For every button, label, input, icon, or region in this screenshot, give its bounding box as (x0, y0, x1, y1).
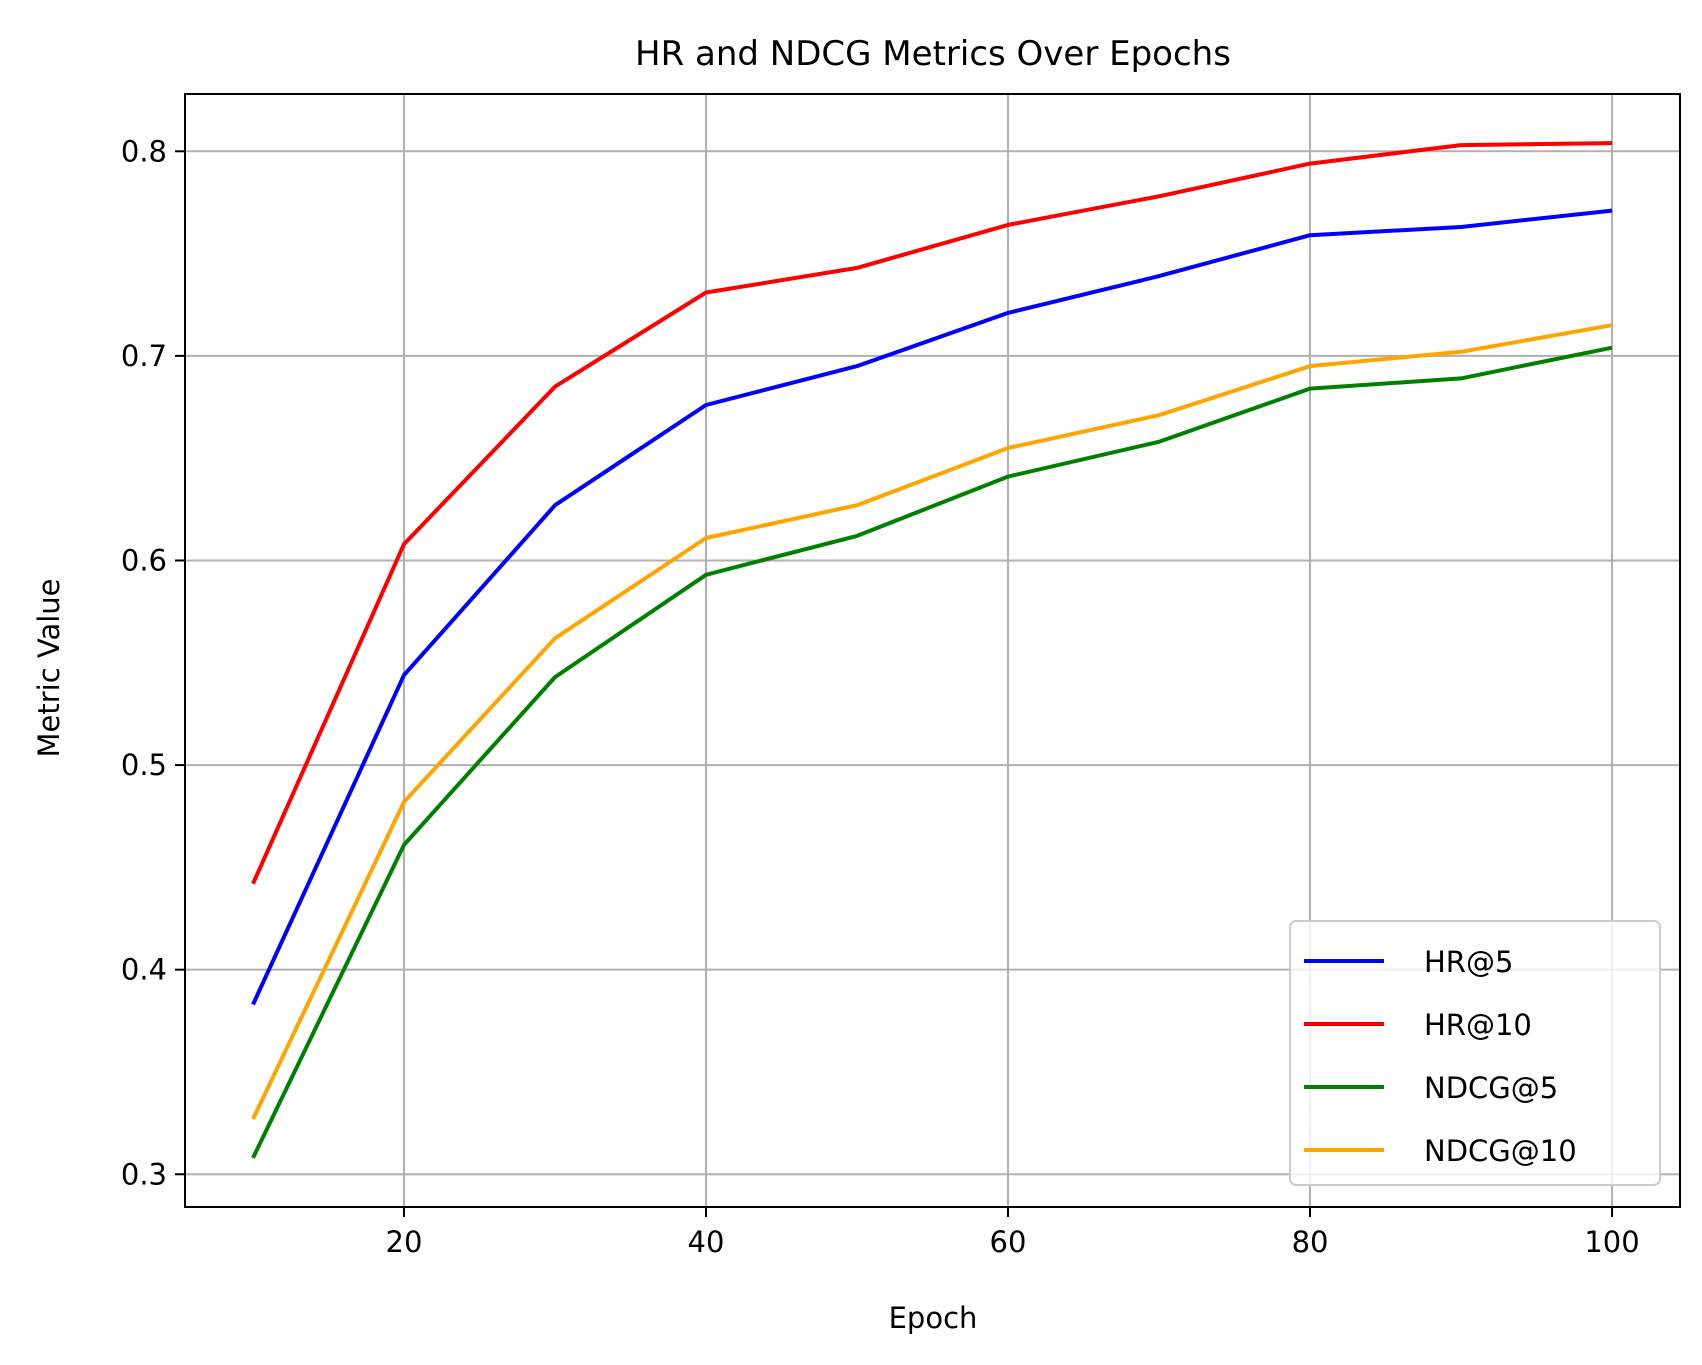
y-tick-label: 0.8 (121, 134, 167, 168)
series-lines (251, 141, 1613, 1159)
x-tick-label: 60 (990, 1225, 1027, 1259)
x-axis-label: Epoch (889, 1301, 978, 1335)
legend-label: NDCG@10 (1424, 1134, 1577, 1168)
plot-frame (184, 93, 1681, 1208)
legend-label: HR@5 (1424, 945, 1513, 979)
y-tick-label: 0.3 (121, 1157, 167, 1191)
x-tick-label: 40 (688, 1225, 725, 1259)
chart-title: HR and NDCG Metrics Over Epochs (635, 34, 1231, 74)
x-tick-label: 80 (1292, 1225, 1329, 1259)
axis-ticks: 20 40 60 80 100 0.3 0.4 0.5 0.6 0.7 0.8 (121, 134, 1640, 1259)
series-line-hr-at-10 (251, 141, 1613, 885)
legend-label: HR@10 (1424, 1008, 1532, 1042)
series-line-ndcg-at-5 (251, 345, 1613, 1159)
series-line-ndcg-at-10 (251, 323, 1613, 1120)
y-tick-label: 0.5 (121, 748, 167, 782)
legend-label: NDCG@5 (1424, 1071, 1558, 1105)
legend-box (1289, 920, 1661, 1186)
x-tick-label: 100 (1584, 1225, 1639, 1259)
y-tick-label: 0.4 (121, 953, 167, 987)
y-tick-label: 0.6 (121, 543, 167, 577)
x-tick-label: 20 (386, 1225, 423, 1259)
series-line-hr-at-5 (251, 208, 1613, 1006)
y-axis-label: Metric Value (32, 578, 66, 757)
y-tick-label: 0.7 (121, 339, 167, 373)
legend: HR@5 HR@10 NDCG@5 NDCG@10 (1289, 920, 1661, 1186)
